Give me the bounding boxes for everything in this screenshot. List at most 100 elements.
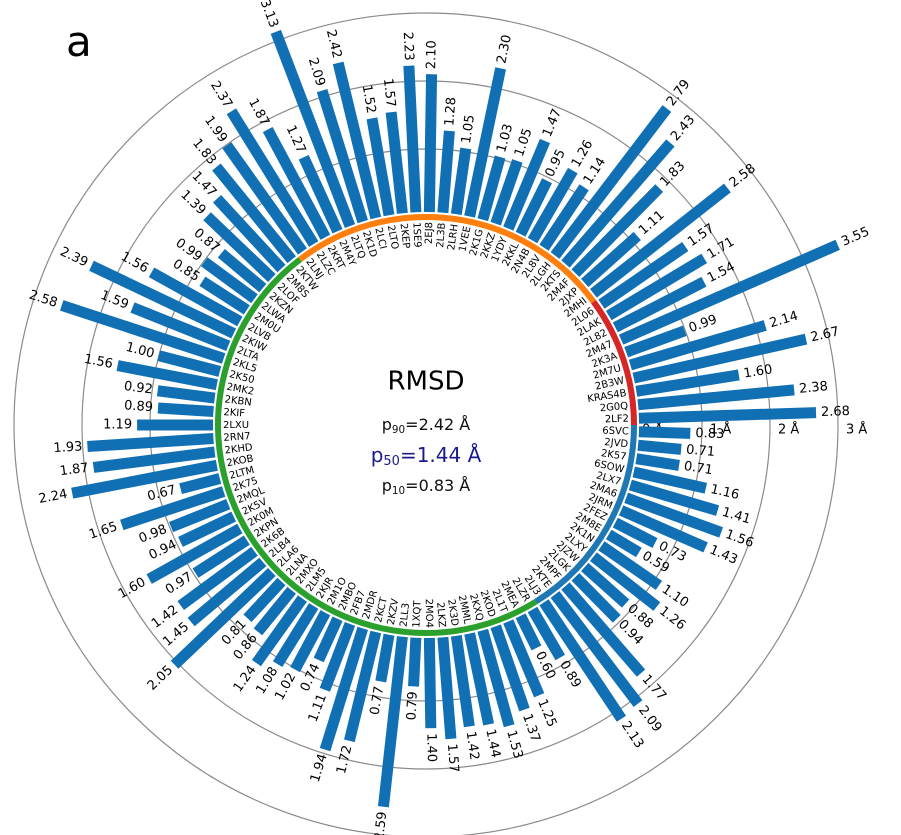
value-label: 2.58: [27, 288, 59, 311]
value-label: 1.56: [83, 352, 114, 372]
bar: [581, 231, 641, 288]
value-label: 1.60: [116, 575, 149, 602]
bar: [203, 212, 276, 282]
category-label: 2LF2: [605, 414, 629, 426]
stat-sub: 10: [392, 485, 405, 497]
bar: [571, 184, 664, 278]
ring-label: 1 Å: [710, 422, 731, 438]
value-label: 1.52: [359, 84, 379, 115]
bar: [527, 167, 578, 244]
category-label: 2KEP: [398, 223, 412, 249]
bar: [137, 419, 213, 431]
stat-text: =2.42 Å: [405, 415, 470, 434]
value-label: 2.30: [494, 34, 515, 65]
bar: [192, 535, 250, 578]
stat-text: =0.83 Å: [405, 476, 470, 495]
bar: [222, 142, 307, 255]
bar: [251, 595, 307, 667]
bar: [157, 350, 222, 377]
value-label: 1.37: [519, 712, 543, 744]
value-label: 1.72: [334, 744, 355, 776]
stat-text: =1.44 Å: [400, 443, 482, 467]
category-label: 2EJ8: [424, 222, 435, 244]
value-label: 1.56: [118, 249, 151, 276]
value-label: 2.24: [37, 487, 68, 507]
bar: [437, 636, 457, 740]
value-label: 1.77: [639, 672, 669, 704]
value-label: 1.11: [306, 692, 330, 724]
category-label: 1XQT: [411, 599, 423, 628]
value-label: 2.05: [145, 663, 176, 694]
group-arc: [298, 214, 596, 304]
ring-label: 2 Å: [778, 422, 799, 438]
bar: [635, 453, 680, 471]
bar: [503, 138, 551, 231]
category-label: 2KOB: [226, 453, 255, 469]
bar: [116, 360, 218, 391]
value-label: 0.89: [124, 398, 154, 415]
value-label: 1.93: [53, 439, 83, 456]
value-label: 0.99: [687, 312, 719, 336]
bar: [490, 159, 523, 226]
group-arc: [534, 424, 637, 605]
bar: [450, 147, 472, 215]
bar: [385, 111, 408, 214]
value-label: 1.40: [423, 733, 438, 762]
value-label: 1.60: [743, 362, 774, 381]
value-label: 2.39: [58, 244, 91, 270]
bar: [316, 89, 369, 224]
stat-line: p50=1.44 Å: [371, 443, 482, 469]
bar: [550, 591, 643, 707]
bar: [187, 557, 267, 627]
bar: [561, 582, 646, 677]
bar: [408, 637, 422, 687]
value-label: 2.79: [664, 77, 693, 109]
bar: [270, 29, 356, 228]
value-label: 1.28: [442, 96, 459, 126]
bar: [217, 249, 267, 293]
bar: [344, 630, 382, 743]
category-label: 2RN7: [223, 431, 251, 444]
stat-prefix: p: [382, 476, 392, 495]
bar: [477, 155, 506, 222]
bar: [59, 300, 226, 364]
bar: [377, 636, 408, 808]
bar: [605, 529, 642, 558]
bar: [437, 130, 455, 214]
bar: [464, 632, 495, 726]
bar: [632, 333, 808, 384]
bar: [201, 257, 258, 304]
stat-line: p10=0.83 Å: [382, 476, 471, 498]
bar: [637, 384, 795, 411]
value-label: 2.42: [323, 28, 344, 60]
stat-prefix: p: [382, 415, 392, 434]
value-label: 1.47: [540, 107, 565, 140]
stat-sub: 50: [383, 454, 400, 469]
bar: [177, 546, 258, 611]
bar: [477, 628, 515, 728]
bar: [262, 126, 331, 240]
value-label: 3.55: [839, 224, 872, 249]
category-label: 2JVD: [604, 437, 629, 450]
bar: [213, 195, 286, 273]
value-label: 1.87: [59, 461, 90, 480]
value-label: 1.19: [103, 418, 132, 433]
bar: [624, 325, 687, 358]
bar: [366, 117, 395, 217]
value-label: 0.71: [683, 459, 714, 478]
bar: [170, 568, 276, 669]
bar: [212, 163, 296, 264]
value-label: 1.43: [707, 543, 740, 568]
value-label: 2.43: [668, 112, 698, 144]
category-label: 2MK2: [226, 382, 255, 398]
value-label: 2.10: [424, 40, 439, 69]
bar: [539, 184, 589, 251]
bar: [89, 260, 237, 339]
bar: [253, 586, 296, 636]
value-label: 2.58: [727, 161, 759, 191]
ring-label: 3 Å: [846, 422, 867, 438]
bar: [313, 616, 343, 663]
category-label: 2G0Q: [599, 401, 628, 415]
bar: [503, 619, 545, 698]
